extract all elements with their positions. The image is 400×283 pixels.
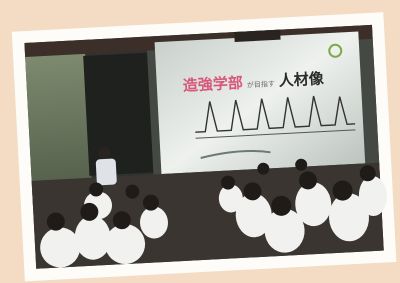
slide-title-colored: 造強学部 bbox=[182, 74, 243, 95]
photo-scene: 造強学部 が目指す 人材像 bbox=[0, 0, 400, 283]
door bbox=[83, 53, 153, 176]
projector-screen bbox=[155, 32, 366, 174]
page: 造強学部 が目指す 人材像 bbox=[0, 0, 400, 283]
slide-title-small: が目指す bbox=[247, 79, 275, 89]
teacher-body bbox=[96, 158, 117, 185]
slide-title-main: 人材像 bbox=[278, 69, 325, 89]
photo-print: 造強学部 が目指す 人材像 bbox=[12, 12, 397, 281]
